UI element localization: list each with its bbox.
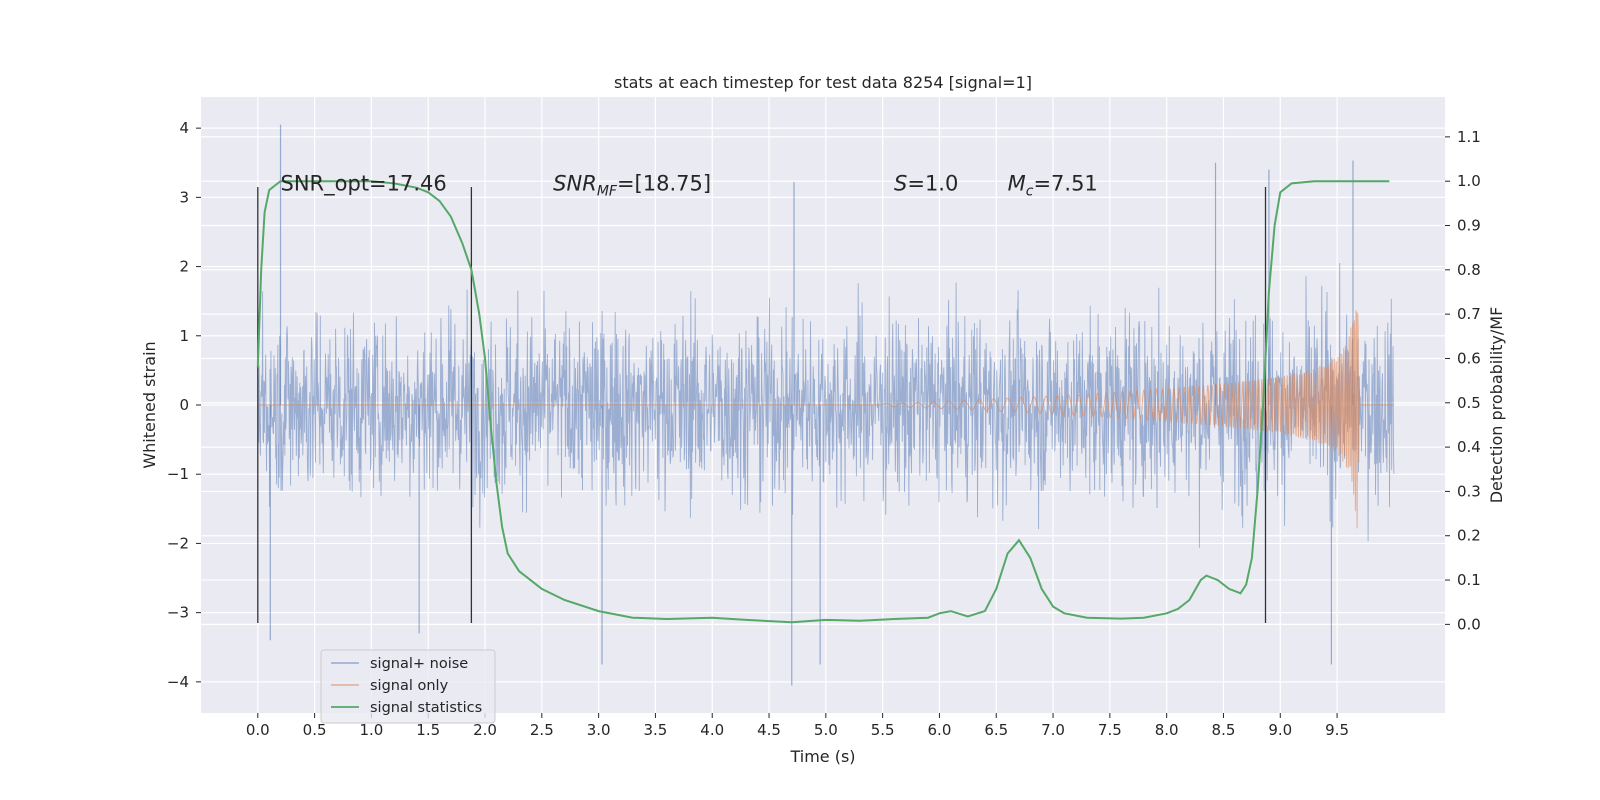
vertical-markers <box>257 186 1267 624</box>
x-tick-label: 4.0 <box>700 721 724 739</box>
y-right-tick-label: 0.7 <box>1457 305 1481 323</box>
x-tick-label: 9.5 <box>1325 721 1349 739</box>
annotation-subscript: MF <box>597 184 618 200</box>
y-right-tick-label: 0.8 <box>1457 261 1481 279</box>
y-right-axis-label: Detection probability/MF <box>1487 307 1506 504</box>
x-tick-label: 4.5 <box>757 721 781 739</box>
x-tick-label: 7.5 <box>1098 721 1122 739</box>
y-right-tick-label: 0.1 <box>1457 571 1481 589</box>
y-left-tick-label: −4 <box>167 673 189 691</box>
chirp-trace <box>882 309 1361 529</box>
y-left-tick-label: −1 <box>167 465 189 483</box>
y-right-tick-label: 1.0 <box>1457 172 1481 190</box>
annotation-2: S=1.0 <box>894 172 958 196</box>
annotation-subscript: c <box>1026 184 1034 200</box>
x-tick-label: 0.5 <box>303 721 327 739</box>
annotation-0: SNR_opt=17.46 <box>281 172 447 197</box>
chart-title: stats at each timestep for test data 825… <box>614 73 1032 92</box>
annotation-symbol: M <box>1008 172 1026 196</box>
y-left-tick-label: −3 <box>167 604 189 622</box>
y-left-tick-label: 1 <box>179 327 189 345</box>
x-axis-label: Time (s) <box>789 747 855 766</box>
x-tick-label: 9.0 <box>1268 721 1292 739</box>
x-tick-label: 8.0 <box>1155 721 1179 739</box>
legend: signal+ noise signal only signal statist… <box>320 649 496 724</box>
annotation-symbol: S <box>894 172 907 196</box>
x-axis-ticks: 0.0 0.5 1.0 1.5 2.0 2.5 3.0 3.5 4.0 4.5 5.0 5.5 6.0 6… <box>246 713 1349 739</box>
legend-label-signal-statistics: signal statistics <box>370 700 482 716</box>
x-tick-label: 2.5 <box>530 721 554 739</box>
y-left-tick-label: 3 <box>179 188 189 206</box>
annotations: SNR_opt=17.46 SNRMF=[18.75] S=1.0 Mc=7.51 <box>281 172 1098 200</box>
legend-label-signal-noise: signal+ noise <box>370 656 468 672</box>
x-tick-label: 2.0 <box>473 721 497 739</box>
y-right-tick-label: 1.1 <box>1457 128 1481 146</box>
x-tick-label: 1.0 <box>359 721 383 739</box>
annotation-3: Mc=7.51 <box>1008 172 1098 200</box>
y-right-tick-label: 0.9 <box>1457 217 1481 235</box>
y-left-tick-label: 2 <box>179 258 189 276</box>
y-left-tick-label: −2 <box>167 534 189 552</box>
x-tick-label: 5.5 <box>871 721 895 739</box>
y-left-tick-label: 4 <box>179 119 189 137</box>
x-tick-label: 3.5 <box>643 721 667 739</box>
y-left-axis-ticks: −4 −3 −2 −1 0 1 2 3 4 <box>167 119 201 691</box>
legend-box <box>320 649 496 724</box>
annotation-symbol: SNR <box>553 172 597 196</box>
y-right-tick-label: 0.5 <box>1457 394 1481 412</box>
annotation-value: =7.51 <box>1033 172 1097 196</box>
x-tick-label: 7.0 <box>1041 721 1065 739</box>
series-signal-statistics <box>256 180 1390 624</box>
y-left-axis-label: Whitened strain <box>140 341 159 468</box>
y-right-tick-label: 0.0 <box>1457 615 1481 633</box>
x-tick-label: 0.0 <box>246 721 270 739</box>
y-right-tick-label: 0.3 <box>1457 482 1481 500</box>
series-signal-only <box>257 309 1394 529</box>
legend-label-signal-only: signal only <box>370 678 449 694</box>
x-tick-label: 8.5 <box>1212 721 1236 739</box>
annotation-value: =1.0 <box>907 172 958 196</box>
y-right-tick-label: 0.2 <box>1457 527 1481 545</box>
y-right-tick-label: 0.6 <box>1457 349 1481 367</box>
annotation-value: =[18.75] <box>617 172 711 196</box>
x-tick-label: 3.0 <box>587 721 611 739</box>
statistics-line <box>256 180 1390 624</box>
y-left-tick-label: 0 <box>179 396 189 414</box>
x-tick-label: 6.5 <box>984 721 1008 739</box>
x-tick-label: 5.0 <box>814 721 838 739</box>
y-right-axis-ticks: 0.0 0.1 0.2 0.3 0.4 0.5 0.6 0.7 0.8 0.9 1.0 1.1 <box>1445 128 1481 633</box>
x-tick-label: 1.5 <box>416 721 440 739</box>
y-right-tick-label: 0.4 <box>1457 438 1481 456</box>
annotation-1: SNRMF=[18.75] <box>553 172 711 200</box>
x-tick-label: 6.0 <box>928 721 952 739</box>
